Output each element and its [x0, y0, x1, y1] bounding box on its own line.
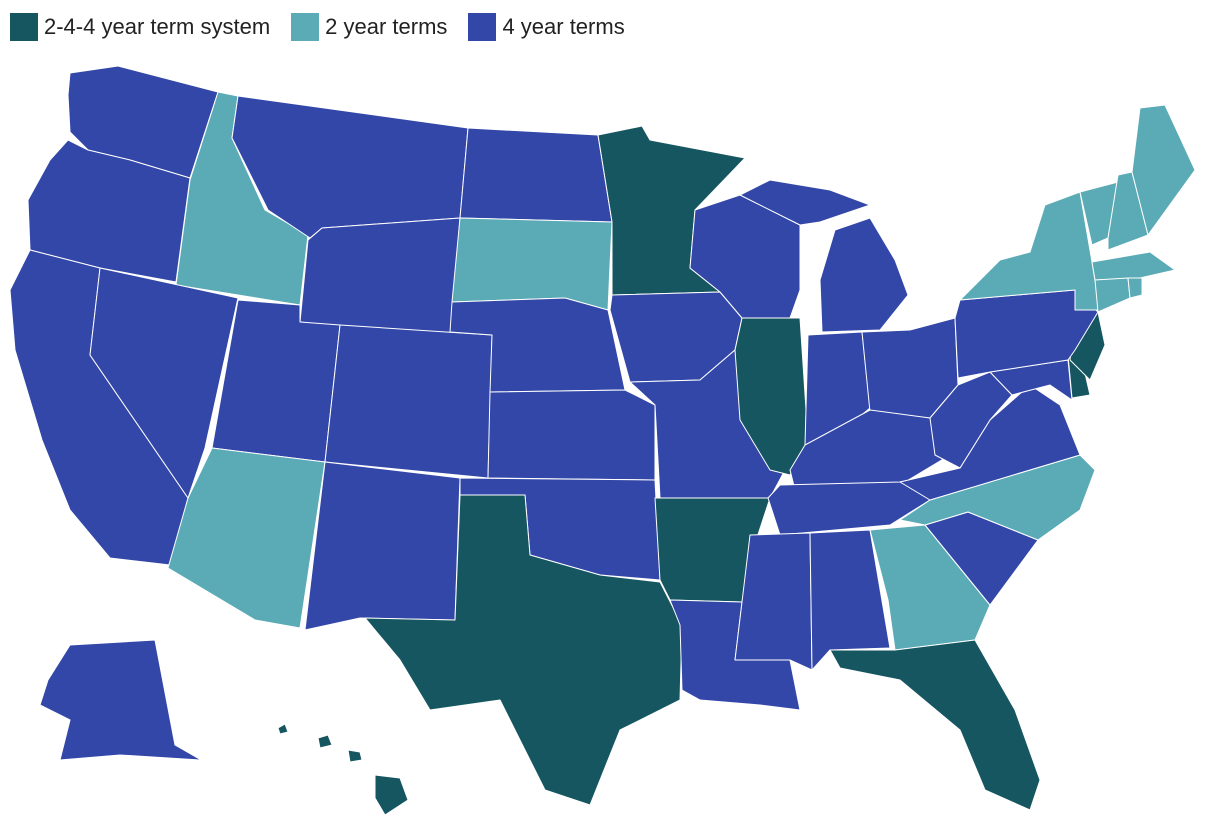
state-michigan-upper[interactable] [739, 179, 871, 226]
state-texas[interactable] [364, 494, 683, 806]
legend-swatch-4-year [468, 13, 497, 41]
state-kentucky[interactable] [789, 409, 951, 491]
state-rhode-island[interactable] [1127, 277, 1143, 299]
state-kansas[interactable] [487, 389, 656, 481]
legend-label-4-year: 4 year terms [502, 14, 625, 39]
state-new-mexico[interactable] [304, 461, 461, 631]
legend: 2-4-4 year term system 2 year terms 4 ye… [10, 11, 646, 43]
state-michigan[interactable] [819, 217, 909, 333]
state-alaska[interactable] [39, 639, 246, 786]
state-wyoming[interactable] [299, 217, 461, 339]
state-south-dakota[interactable] [451, 217, 613, 311]
state-massachusetts[interactable] [1091, 251, 1176, 281]
state-west-virginia[interactable] [929, 371, 1013, 469]
legend-swatch-2-year [291, 13, 320, 41]
legend-swatch-2-4-4 [10, 13, 38, 41]
state-north-carolina[interactable] [899, 454, 1096, 541]
legend-item-2-4-4: 2-4-4 year term system [10, 13, 270, 41]
state-oregon[interactable] [27, 139, 191, 283]
state-nevada[interactable] [89, 267, 239, 499]
legend-item-4-year: 4 year terms [468, 13, 625, 41]
state-north-dakota[interactable] [459, 127, 613, 223]
legend-item-2-year: 2 year terms [291, 13, 447, 41]
state-alabama[interactable] [809, 529, 891, 671]
state-illinois[interactable] [734, 317, 809, 476]
state-colorado[interactable] [324, 324, 493, 479]
state-maine[interactable] [1131, 104, 1196, 236]
legend-label-2-4-4: 2-4-4 year term system [44, 14, 271, 39]
state-hawaii[interactable] [277, 723, 409, 816]
state-connecticut[interactable] [1094, 277, 1131, 313]
state-new-york[interactable] [959, 191, 1101, 311]
state-florida[interactable] [829, 639, 1041, 811]
legend-label-2-year: 2 year terms [325, 14, 448, 39]
state-new-hampshire[interactable] [1107, 171, 1149, 251]
